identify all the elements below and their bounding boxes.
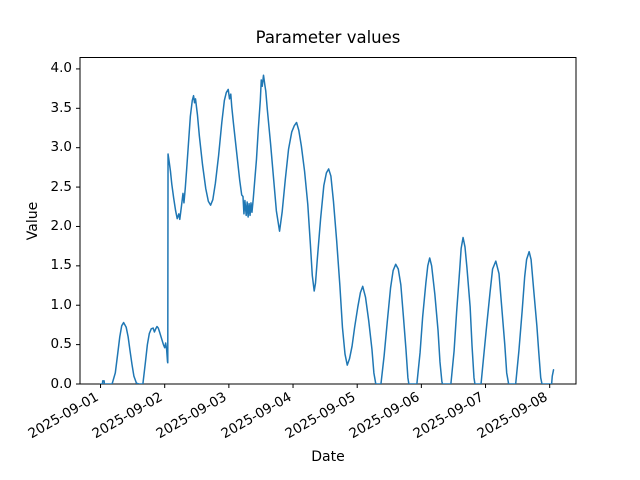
line-series (99, 74, 555, 384)
y-tick-label: 4.0 (50, 60, 72, 77)
x-axis-label: Date (311, 449, 345, 465)
y-tick-label: 1.0 (50, 296, 72, 313)
y-tick-label: 2.0 (50, 217, 72, 234)
y-tick-label: 0.5 (50, 336, 72, 353)
y-tick-label: 3.5 (50, 99, 72, 116)
plot-border (79, 57, 577, 385)
y-tick-label: 2.5 (50, 178, 72, 195)
y-tick-label: 3.0 (50, 139, 72, 156)
y-tick-label: 1.5 (50, 257, 72, 274)
y-tick-label: 0.0 (50, 375, 72, 392)
chart-title: Parameter values (255, 28, 401, 47)
